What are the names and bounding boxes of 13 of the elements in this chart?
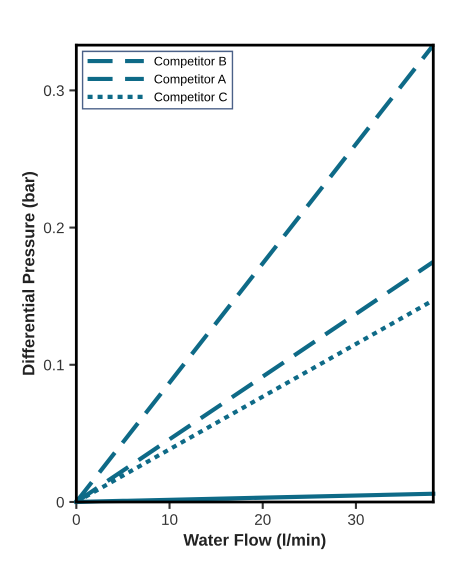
x-tick-label: 0	[72, 514, 80, 525]
x-axis-title: Water Flow (l/min)	[183, 534, 326, 550]
y-tick-label: 0	[56, 496, 64, 508]
y-axis-title: Differential Pressure (bar)	[22, 172, 38, 375]
legend-label: Competitor A	[154, 74, 226, 86]
y-tick-label: 0.3	[44, 85, 64, 96]
y-tick-label: 0.1	[44, 360, 64, 370]
x-tick-label: 10	[162, 514, 178, 525]
legend-label: Competitor C	[154, 92, 227, 104]
legend-label: Competitor B	[154, 56, 226, 68]
y-tick-label: 0.2	[44, 222, 64, 234]
x-tick-label: 30	[348, 514, 364, 525]
x-tick-label: 20	[255, 514, 271, 525]
